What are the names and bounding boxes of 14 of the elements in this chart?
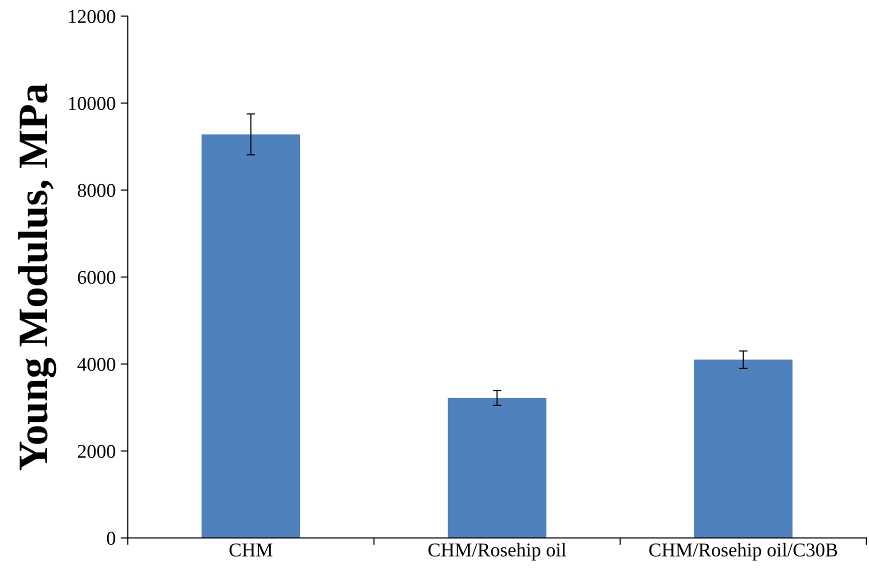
y-tick-label: 4000 <box>77 358 116 371</box>
y-tick-label: 0 <box>106 532 116 545</box>
bar <box>694 360 793 538</box>
y-axis-title: Young Modulus, MPa <box>18 84 56 470</box>
x-tick-label: CHM <box>230 543 272 557</box>
x-tick-label: CHM/Rosehip oil/C30B <box>649 542 838 560</box>
y-tick-label: 12000 <box>69 10 116 24</box>
bar <box>202 134 300 538</box>
y-tick-label: 2000 <box>78 444 116 458</box>
x-tick-label: CHM/Rosehip oil <box>428 542 566 560</box>
bar <box>448 398 546 538</box>
y-tick-label: 8000 <box>78 184 116 198</box>
y-tick-label: 6000 <box>78 270 116 284</box>
y-tick-label: 10000 <box>69 96 116 110</box>
